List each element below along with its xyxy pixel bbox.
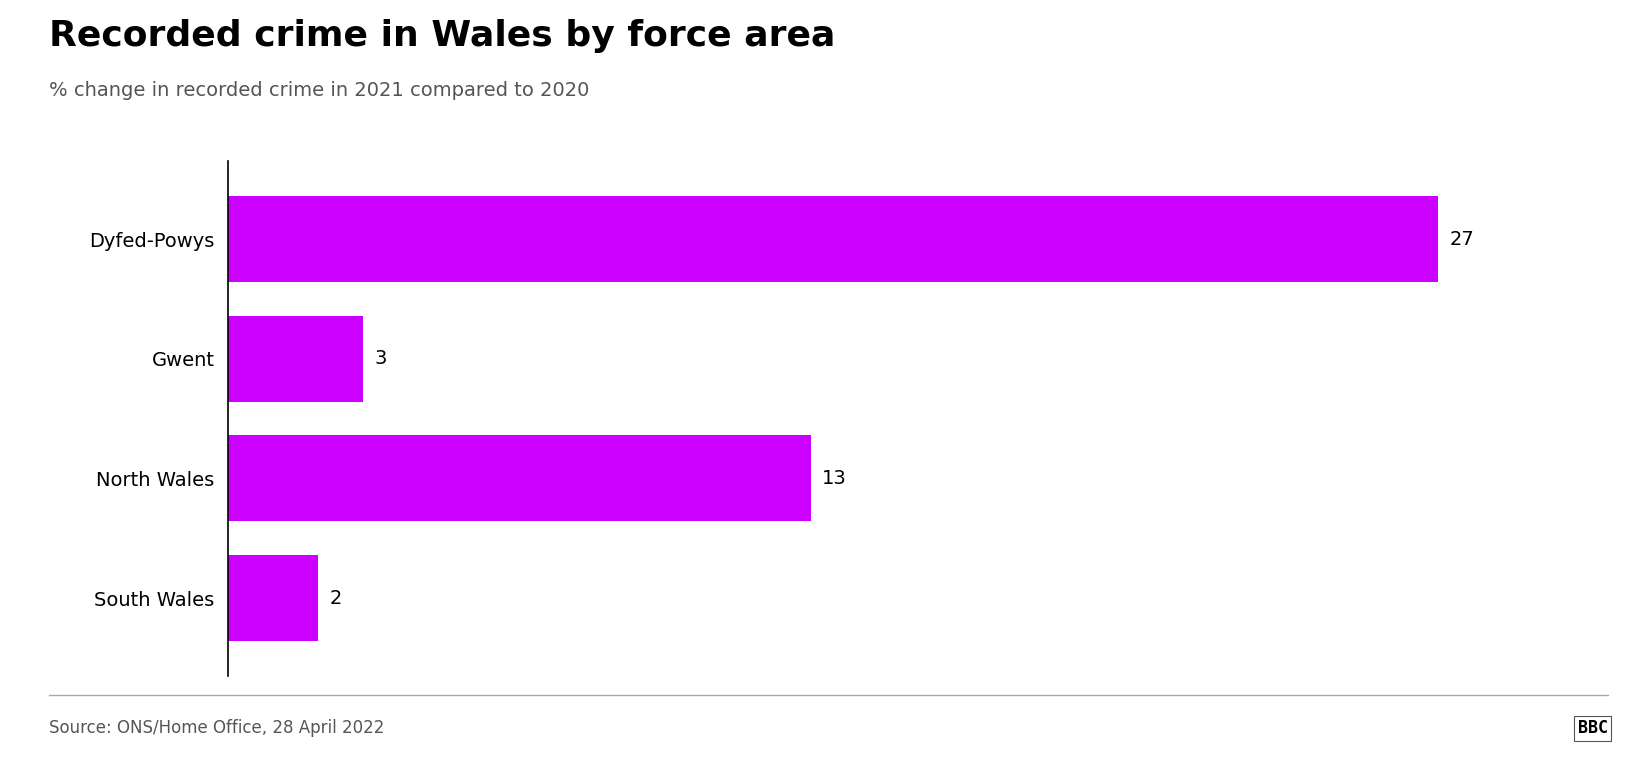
Text: Source: ONS/Home Office, 28 April 2022: Source: ONS/Home Office, 28 April 2022: [49, 720, 384, 737]
Text: 13: 13: [823, 469, 847, 488]
Bar: [228, 435, 811, 521]
Text: BBC: BBC: [1578, 720, 1608, 737]
Bar: [228, 196, 1438, 282]
Bar: [228, 555, 318, 641]
Bar: [228, 316, 362, 402]
Text: % change in recorded crime in 2021 compared to 2020: % change in recorded crime in 2021 compa…: [49, 81, 589, 100]
Text: Recorded crime in Wales by force area: Recorded crime in Wales by force area: [49, 19, 836, 53]
Text: 27: 27: [1449, 230, 1474, 249]
Text: 2: 2: [330, 588, 341, 607]
Text: 3: 3: [374, 349, 387, 368]
